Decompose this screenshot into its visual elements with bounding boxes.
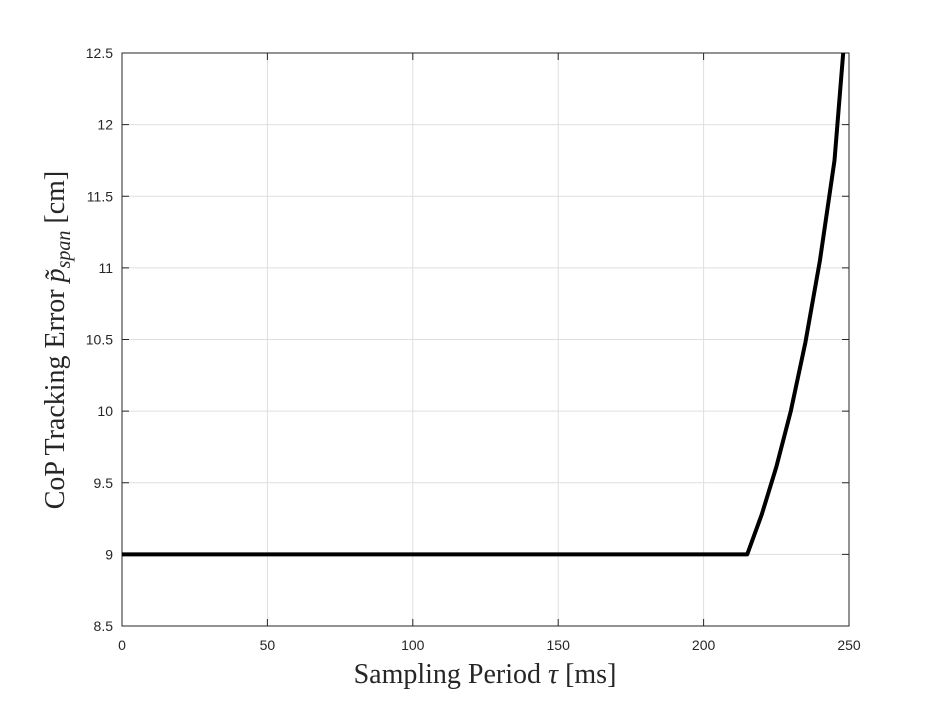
- series-layer: [122, 52, 846, 557]
- series-line: [122, 52, 846, 557]
- y-tick-label: 10: [97, 403, 113, 419]
- y-tick-label: 10.5: [86, 332, 113, 348]
- x-tick-label: 150: [547, 637, 571, 653]
- y-tick-label: 12: [97, 117, 113, 133]
- x-axis-ticks: 0 50 100 150 200 250: [118, 53, 861, 653]
- x-tick-label: 250: [837, 637, 861, 653]
- x-tick-label: 100: [401, 637, 425, 653]
- y-tick-label: 8.5: [94, 618, 114, 634]
- x-tick-label: 0: [118, 637, 126, 653]
- y-tick-label: 9.5: [94, 475, 114, 491]
- y-tick-label: 9: [105, 546, 113, 562]
- y-axis-ticks: 8.5 9 9.5 10 10.5 11 11.5 12 12.5: [86, 45, 849, 634]
- y-tick-label: 12.5: [86, 45, 113, 61]
- x-tick-label: 50: [260, 637, 276, 653]
- x-tick-label: 200: [692, 637, 716, 653]
- y-tick-label: 11: [98, 260, 113, 276]
- y-gridlines: [122, 52, 849, 627]
- x-axis-label: Sampling Period τ [ms]: [354, 659, 617, 690]
- y-axis-label: CoP Tracking Error p̃span [cm]: [40, 171, 75, 510]
- y-tick-label: 11.5: [87, 188, 113, 204]
